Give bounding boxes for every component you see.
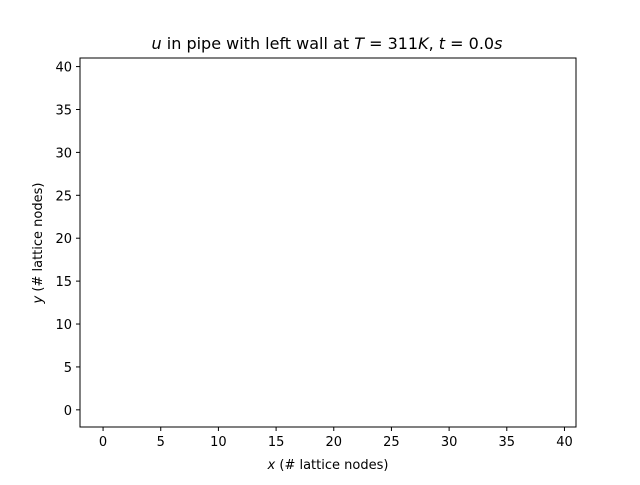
y-tick-label: 40 <box>55 61 72 76</box>
y-tick-label: 5 <box>64 361 72 376</box>
chart-title: u in pipe with left wall at T = 311K, t … <box>152 34 503 53</box>
y-axis-label-text: (# lattice nodes) <box>31 183 46 296</box>
x-tick-label: 25 <box>383 435 400 450</box>
title-var-u: u <box>152 34 162 53</box>
x-axis-label-var: x <box>267 458 276 473</box>
title-text-1: in pipe with left wall at <box>162 34 355 53</box>
x-tick-label: 40 <box>556 435 573 450</box>
title-text-3: , <box>429 34 439 53</box>
y-axis-label: y (# lattice nodes) <box>31 183 46 305</box>
x-tick-label: 30 <box>441 435 458 450</box>
y-tick-label: 35 <box>55 103 72 118</box>
y-tick-label: 30 <box>55 146 72 161</box>
x-tick-label: 35 <box>499 435 516 450</box>
y-tick-label: 0 <box>64 404 72 419</box>
x-tick-label: 15 <box>268 435 285 450</box>
y-tick-label: 10 <box>55 318 72 333</box>
title-unit-s: s <box>494 34 502 53</box>
x-axis-label: x (# lattice nodes) <box>267 458 389 473</box>
y-tick-label: 15 <box>55 275 72 290</box>
x-tick-label: 5 <box>157 435 165 450</box>
x-axis: 0 5 10 15 20 25 30 35 40 <box>99 427 573 450</box>
x-tick-label: 10 <box>210 435 227 450</box>
x-axis-label-text: (# lattice nodes) <box>275 458 388 473</box>
x-tick-label: 20 <box>325 435 342 450</box>
y-axis: 0 5 10 15 20 25 30 35 40 <box>55 61 80 419</box>
y-axis-label-var: y <box>31 295 46 304</box>
x-tick-label: 0 <box>99 435 107 450</box>
title-text-4: = 0.0 <box>445 34 494 53</box>
y-tick-label: 20 <box>55 232 72 247</box>
plot-area <box>79 57 577 428</box>
title-var-t-time: t <box>439 34 446 53</box>
title-text-2: = 311 <box>364 34 418 53</box>
y-tick-label: 25 <box>55 189 72 204</box>
title-unit-k: K <box>418 34 430 53</box>
title-var-t-temp: T <box>354 34 365 53</box>
